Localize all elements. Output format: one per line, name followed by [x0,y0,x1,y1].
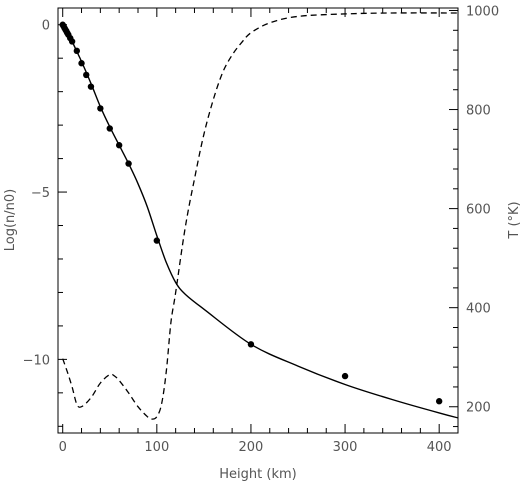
series-layer [59,12,459,420]
data-point [78,60,85,67]
data-point [68,38,76,45]
x-tick-label: 100 [144,440,169,455]
y-right-tick-label: 600 [466,203,491,218]
tick-marks [58,8,459,433]
data-point [73,47,81,55]
y-axis-left-title: Log(n/n0) [3,189,18,252]
y-axis-right-title: T (°K) [507,201,522,239]
data-point [87,83,95,90]
density-line [62,24,459,419]
x-tick-label: 300 [333,440,358,455]
y-right-tick-label: 800 [466,104,491,119]
data-point [125,160,132,167]
data-point [153,237,161,244]
data-point [106,125,113,132]
tick-labels: 0 100 200 300 400 0 −5 −10 200 400 600 800 1000 [23,4,500,455]
y-left-tick-label: 0 [42,19,50,34]
y-left-tick-label: −10 [23,353,50,368]
x-tick-label: 400 [427,440,452,455]
y-left-tick-label: −5 [31,186,50,201]
x-axis-title: Height (km) [219,467,296,482]
plot-frame [57,7,459,434]
data-point [435,398,443,405]
data-point [341,372,349,380]
y-right-tick-label: 400 [466,302,491,317]
y-right-tick-label: 1000 [466,4,499,19]
y-right-tick-label: 200 [466,401,491,416]
data-point [115,142,123,149]
x-tick-label: 200 [239,440,264,455]
data-point [97,105,104,112]
x-tick-label: 0 [59,440,67,455]
temperature-line [62,12,459,420]
data-point [247,341,255,348]
data-point [83,71,90,79]
